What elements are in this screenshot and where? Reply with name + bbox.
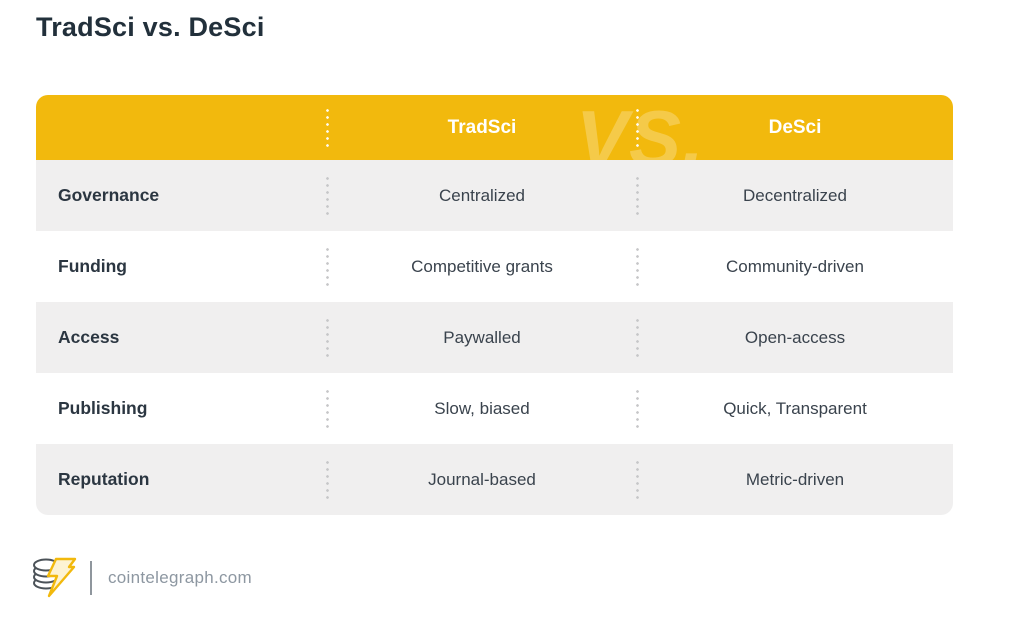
dotted-divider (636, 387, 639, 430)
comparison-table: VS. TradSci DeSci Governance Centralized… (36, 95, 953, 515)
footer: cointelegraph.com (30, 554, 252, 602)
header-col-tradsci: TradSci (447, 116, 517, 138)
dotted-divider (326, 245, 329, 288)
table-row-funding: Funding Competitive grants Community-dri… (36, 231, 953, 302)
row-label: Reputation (58, 469, 150, 489)
vs-watermark: VS. (576, 95, 705, 160)
desci-value: Open-access (744, 327, 846, 347)
desci-value: Community-driven (726, 256, 864, 276)
dotted-divider (636, 458, 639, 501)
dotted-divider (636, 174, 639, 217)
dotted-divider (326, 458, 329, 501)
tradsci-value: Journal-based (428, 469, 536, 489)
row-label: Publishing (58, 398, 148, 418)
row-label: Access (58, 327, 120, 347)
cointelegraph-coins-bolt-icon (33, 557, 77, 598)
tradsci-value: Centralized (439, 185, 525, 205)
dotted-divider (636, 106, 639, 149)
dotted-divider (326, 106, 329, 149)
dotted-divider (326, 387, 329, 430)
site-label: cointelegraph.com (108, 568, 253, 587)
desci-value: Quick, Transparent (723, 398, 867, 418)
row-label: Funding (58, 256, 128, 276)
table-row-governance: Governance Centralized Decentralized (36, 160, 953, 231)
dotted-divider (326, 174, 329, 217)
row-label: Governance (58, 185, 160, 205)
table-row-access: Access Paywalled Open-access (36, 302, 953, 373)
table-row-reputation: Reputation Journal-based Metric-driven (36, 444, 953, 515)
header-col-desci: DeSci (768, 116, 822, 138)
page-title: TradSci vs. DeSci (36, 12, 265, 42)
desci-value: Decentralized (743, 185, 847, 205)
dotted-divider (636, 245, 639, 288)
tradsci-value: Slow, biased (434, 398, 530, 418)
footer-divider (90, 561, 92, 595)
desci-value: Metric-driven (745, 469, 845, 489)
table-row-publishing: Publishing Slow, biased Quick, Transpare… (36, 373, 953, 444)
tradsci-value: Paywalled (443, 327, 521, 347)
tradsci-value: Competitive grants (411, 256, 553, 276)
table-header: VS. TradSci DeSci (36, 95, 953, 160)
dotted-divider (326, 316, 329, 359)
dotted-divider (636, 316, 639, 359)
